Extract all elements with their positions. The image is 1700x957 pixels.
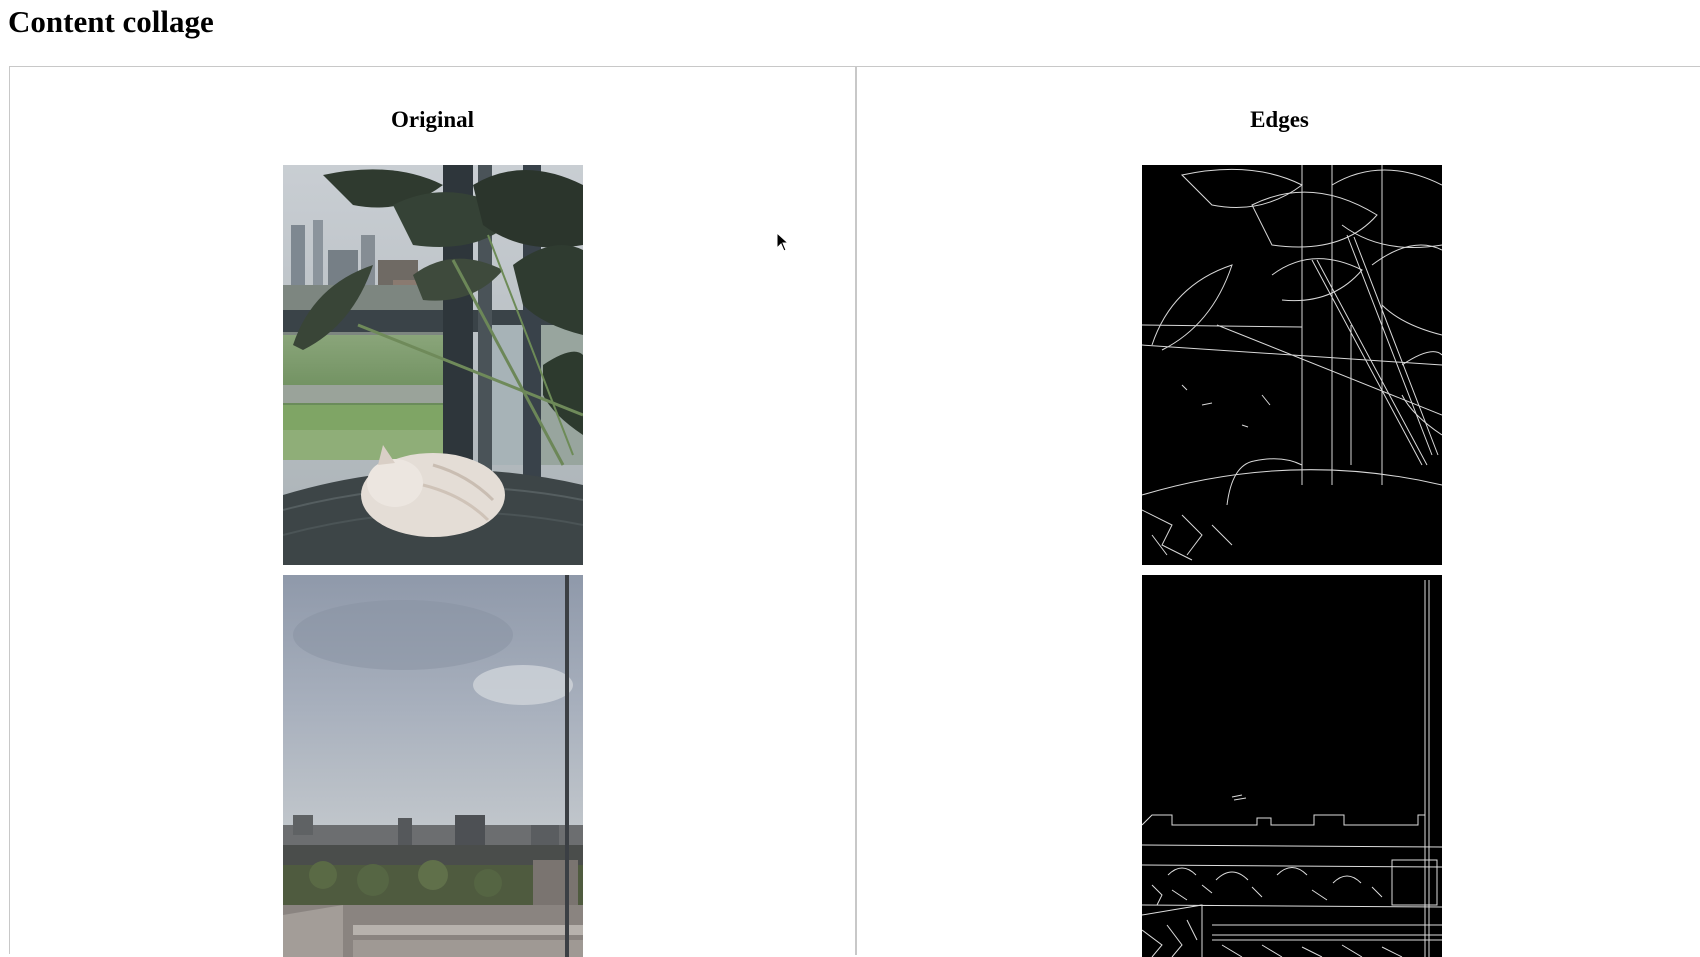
original-column-title: Original [390,107,475,132]
page-title: Content collage [8,4,214,39]
content-collage: Original [9,66,1700,957]
edges-column: Edges [858,67,1700,957]
original-image-skyline [283,575,583,957]
original-column: Original [10,67,857,957]
mouse-pointer-icon [776,231,790,252]
edges-image-skyline [1142,575,1442,957]
edges-column-title: Edges [1250,107,1309,132]
original-image-cat [283,165,583,565]
edges-image-cat [1142,165,1442,565]
